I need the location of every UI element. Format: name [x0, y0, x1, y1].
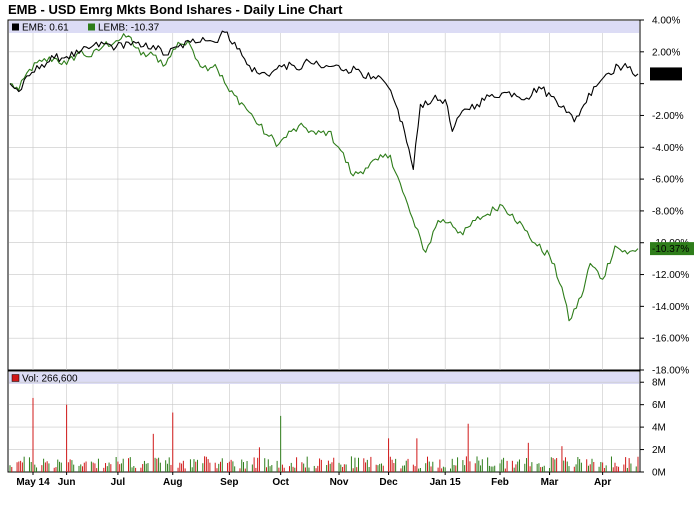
- x-tick-label: Apr: [594, 477, 611, 488]
- last-value-badge-emb: [650, 67, 682, 81]
- last-value-label-lemb: -10.37%: [652, 244, 689, 255]
- volume-panel-frame: [7, 370, 641, 473]
- x-tick-label: Jul: [111, 477, 126, 488]
- x-tick-label: Mar: [541, 477, 559, 488]
- volume-legend-label: Vol: 266,600: [22, 374, 78, 385]
- x-tick-label: Oct: [272, 477, 289, 488]
- series-line-emb: [9, 30, 639, 171]
- volume-legend-swatch: [11, 374, 20, 382]
- price-legend: EMB: 0.61 LEMB: -10.37: [12, 23, 160, 34]
- emb-legend-label: EMB: 0.61: [22, 23, 69, 34]
- lemb-legend-swatch: [88, 23, 95, 31]
- price-y-tick-label: -18.00%: [652, 366, 689, 377]
- x-tick-label: Nov: [330, 477, 349, 488]
- x-tick-label: May 14: [16, 477, 50, 488]
- x-tick-label: Feb: [491, 477, 509, 488]
- volume-y-tick-label: 6M: [652, 400, 666, 411]
- series-line-lemb: [9, 33, 639, 322]
- price-lines: [9, 30, 639, 322]
- volume-y-tick-label: 8M: [652, 378, 666, 389]
- x-tick-label: Jun: [58, 477, 76, 488]
- volume-legend: Vol: 266,600: [11, 374, 78, 385]
- price-y-tick-label: -8.00%: [652, 206, 684, 217]
- x-tick-label: Sep: [220, 477, 238, 488]
- volume-panel: 0M 2M 4M 6M 8M Vol: 266,600: [7, 370, 666, 479]
- price-y-tick-label: -4.00%: [652, 143, 684, 154]
- price-y-tick-label: -14.00%: [652, 302, 689, 313]
- price-y-tick-label: -2.00%: [652, 111, 684, 122]
- chart-title: EMB - USD Emrg Mkts Bond Ishares - Daily…: [8, 2, 343, 17]
- x-tick-label: Dec: [379, 477, 398, 488]
- x-tick-label: Aug: [163, 477, 182, 488]
- volume-legend-band: [9, 372, 639, 384]
- price-y-tick-label: 4.00%: [652, 16, 680, 27]
- price-legend-band: [9, 21, 639, 33]
- price-y-tick-label: -16.00%: [652, 334, 689, 345]
- volume-y-tick-label: 0M: [652, 468, 666, 479]
- price-panel-frame: [7, 19, 641, 371]
- price-panel: 4.00%2.00%-2.00%-4.00%-6.00%-8.00%-10.00…: [7, 16, 694, 377]
- x-tick-label: Jan 15: [430, 477, 462, 488]
- emb-legend-swatch: [12, 23, 19, 31]
- lemb-legend-label: LEMB: -10.37: [98, 23, 160, 34]
- price-last-value-badges: 0.61% -10.37%: [650, 67, 694, 256]
- last-value-badge-lemb: [650, 242, 694, 256]
- price-y-tick-label: 2.00%: [652, 47, 680, 58]
- last-value-label-emb: 0.61%: [652, 69, 680, 80]
- volume-y-tick-label: 4M: [652, 423, 666, 434]
- x-axis: May 14 Jun Jul Aug Sep Oct Nov Dec Jan 15 Feb Mar A…: [16, 472, 611, 488]
- volume-y-axis: 0M 2M 4M 6M 8M: [640, 378, 666, 479]
- volume-bars: [9, 397, 639, 472]
- volume-y-tick-label: 2M: [652, 445, 666, 456]
- price-y-tick-label: -6.00%: [652, 175, 684, 186]
- price-y-tick-label: -12.00%: [652, 270, 689, 281]
